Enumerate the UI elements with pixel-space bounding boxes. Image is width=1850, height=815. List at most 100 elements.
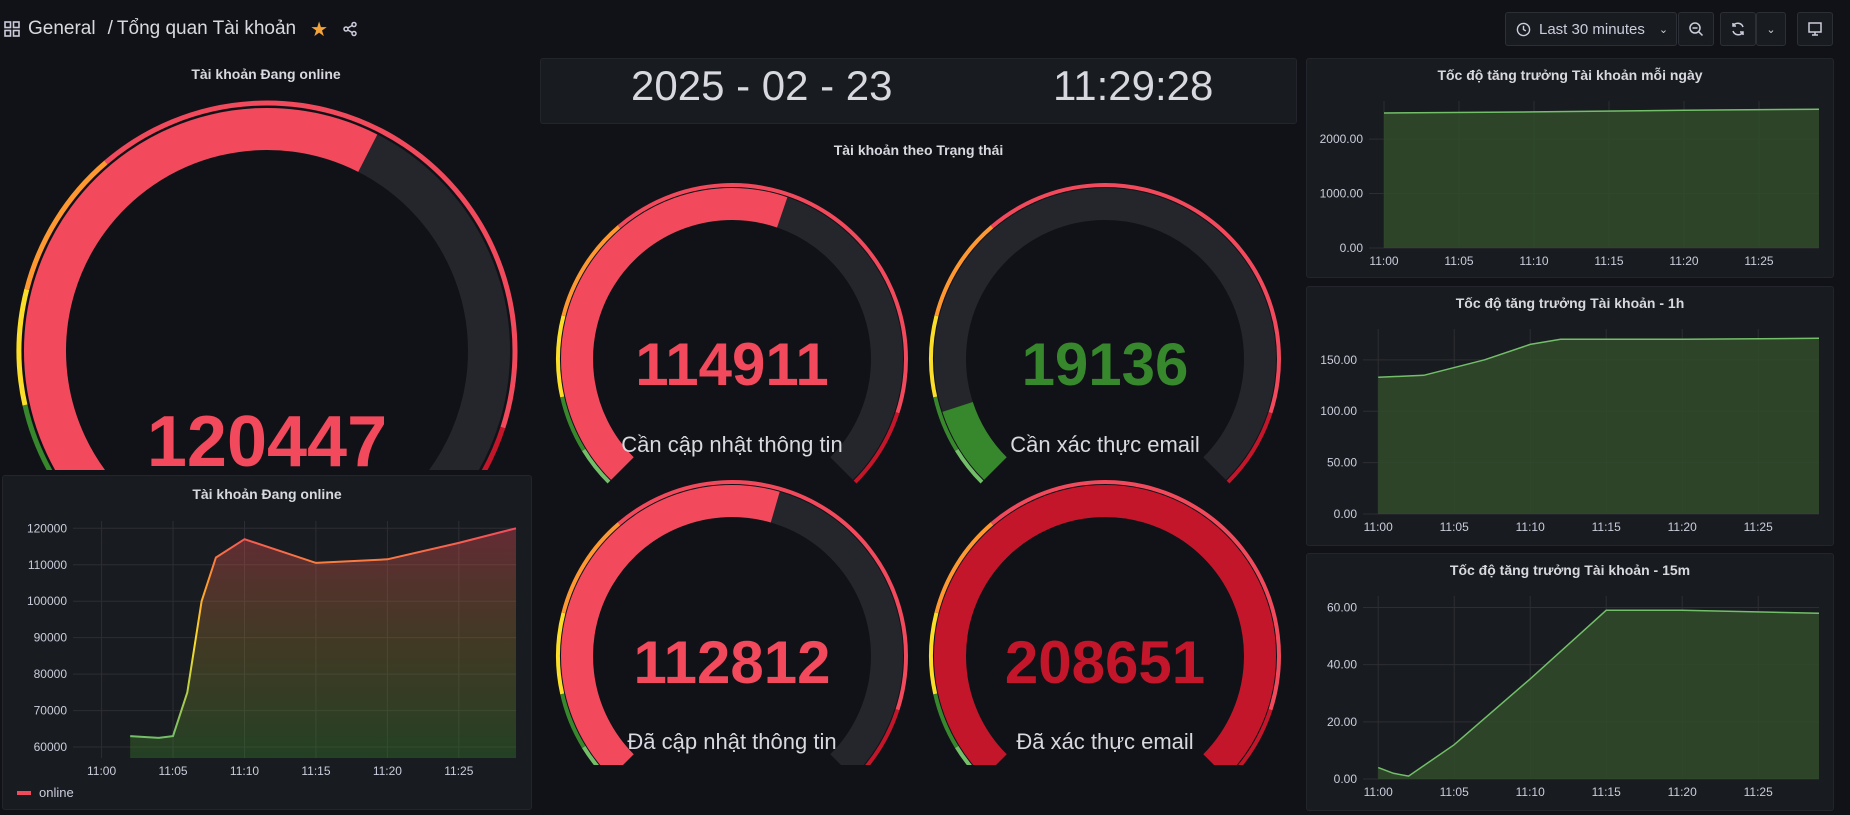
y-tick-label: 0.00 (1334, 772, 1358, 786)
gauge-value-arc (942, 401, 1007, 480)
online-chart: 120000 110000 100000 90000 80000 70000 60000 11… (17, 521, 517, 800)
threshold-segment (853, 412, 900, 484)
panel-title: Tài khoản Đang online (191, 66, 341, 82)
status-gauges: 114911 Cần cập nhật thông tin 19136 Cần … (556, 183, 1281, 765)
gauge-value: 120447 (147, 402, 387, 470)
zoom-out-button[interactable] (1678, 12, 1714, 46)
y-tick-label: 1000.00 (1320, 187, 1364, 201)
y-tick-label: 120000 (27, 521, 67, 535)
refresh-button[interactable] (1720, 12, 1756, 46)
series-line (1383, 108, 1820, 114)
threshold-segment (617, 183, 908, 414)
threshold-segment (581, 745, 600, 765)
threshold-segment (581, 448, 611, 484)
breadcrumb-separator: / (107, 18, 113, 39)
gauge-value-arc (561, 485, 780, 765)
threshold-segment (929, 612, 939, 695)
chevron-down-icon: ⌄ (1658, 23, 1669, 36)
hourly-growth-chart: 150.00 100.00 50.00 0.00 11:00 11:05 11:10 11:1… (1320, 329, 1820, 534)
zoom-out-icon (1689, 22, 1704, 37)
y-tick-label: 50.00 (1327, 456, 1357, 470)
gauge-email-verified: 208651 Đã xác thực email (929, 480, 1281, 765)
threshold-arc (556, 183, 908, 484)
series-area (1378, 610, 1819, 779)
breadcrumb: General / Tổng quan Tài khoản ★ (4, 14, 358, 44)
threshold-segment (934, 522, 994, 614)
x-tick-label: 11:25 (444, 764, 473, 778)
share-icon[interactable] (342, 21, 358, 37)
y-tick-label: 110000 (28, 558, 67, 572)
threshold-segment (990, 480, 1281, 711)
legend-label[interactable]: online (39, 785, 74, 800)
x-tick-label: 11:25 (1744, 785, 1773, 799)
x-tick-label: 11:10 (1519, 254, 1548, 268)
series-line (130, 527, 517, 739)
threshold-segment (24, 160, 108, 290)
clock-icon (1516, 22, 1531, 36)
status-panel: Tài khoản theo Trạng thái 114911 Cần cập… (540, 130, 1297, 765)
gauge-value-arc (561, 188, 788, 480)
threshold-segment (16, 288, 30, 406)
threshold-segment (929, 315, 939, 398)
axis-ticks: 60.00 40.00 20.00 0.00 11:00 11:05 11:10 11:15 1… (1327, 600, 1773, 799)
x-tick-label: 11:00 (1364, 520, 1393, 534)
threshold-segment (954, 448, 984, 484)
online-chart-panel: Tài khoản Đang online 120000 110000 100000… (2, 475, 532, 810)
gauge-label: Đã xác thực email (1016, 729, 1193, 754)
apps-grid-icon[interactable] (4, 21, 20, 37)
y-tick-label: 80000 (34, 667, 68, 681)
x-tick-label: 11:10 (230, 764, 259, 778)
x-tick-label: 11:20 (373, 764, 402, 778)
gauge-value: 114911 (635, 331, 829, 398)
x-tick-label: 11:20 (1668, 520, 1697, 534)
x-tick-label: 11:10 (1516, 785, 1545, 799)
star-icon[interactable]: ★ (310, 18, 329, 41)
axis-ticks: 150.00 100.00 50.00 0.00 11:00 11:05 11:10 11:1… (1320, 353, 1773, 534)
gauge-needs-email-verify: 19136 Cần xác thực email (929, 183, 1281, 484)
gauge-value-arc (934, 485, 1276, 765)
x-tick-label: 11:25 (1744, 520, 1773, 534)
top-bar: General / Tổng quan Tài khoản ★ Last 30 … (0, 0, 1850, 60)
threshold-segment (864, 709, 900, 765)
gauge-label: Cần xác thực email (1010, 432, 1200, 457)
time-range-label: Last 30 minutes (1539, 20, 1645, 38)
x-tick-label: 11:20 (1668, 785, 1697, 799)
date-text: 2025 - 02 - 23 (631, 62, 893, 109)
y-tick-label: 60000 (34, 740, 68, 754)
gauge-value: 112812 (634, 629, 831, 696)
series-area (1384, 109, 1819, 248)
panel-title: Tốc độ tăng trưởng Tài khoản mỗi ngày (1437, 67, 1703, 83)
y-tick-label: 100.00 (1320, 404, 1357, 418)
y-tick-label: 60.00 (1327, 600, 1357, 614)
tv-mode-button[interactable] (1797, 12, 1833, 46)
monitor-icon (1808, 22, 1822, 36)
x-tick-label: 11:05 (1444, 254, 1473, 268)
dashboard-title[interactable]: Tổng quan Tài khoản (116, 18, 297, 39)
quarter-growth-panel: Tốc độ tăng trưởng Tài khoản - 15m 60.00… (1306, 553, 1834, 811)
legend-swatch (17, 791, 31, 795)
x-tick-label: 11:05 (1440, 520, 1469, 534)
time-range-picker[interactable]: Last 30 minutes ⌄ (1505, 12, 1677, 46)
panel-title: Tài khoản theo Trạng thái (833, 142, 1004, 158)
x-tick-label: 11:00 (87, 764, 116, 778)
x-tick-label: 11:00 (1364, 785, 1393, 799)
series-area (130, 528, 516, 758)
threshold-arc (929, 183, 1281, 484)
chevron-down-icon: ⌄ (1766, 23, 1776, 36)
gauge-value-arc (24, 108, 378, 470)
threshold-segment (560, 693, 586, 748)
threshold-segment (556, 612, 566, 695)
x-tick-label: 11:05 (1440, 785, 1469, 799)
threshold-segment (934, 225, 994, 317)
time-text: 11:29:28 (1053, 62, 1214, 109)
gauge-value: 208651 (1005, 629, 1205, 696)
x-tick-label: 11:10 (1516, 520, 1545, 534)
gauge-needs-update: 114911 Cần cập nhật thông tin (556, 183, 908, 484)
threshold-segment (556, 315, 566, 398)
online-gauge: 120447 (16, 100, 518, 470)
breadcrumb-folder[interactable]: General (28, 18, 96, 39)
y-tick-label: 0.00 (1334, 507, 1358, 521)
y-tick-label: 2000.00 (1320, 132, 1364, 146)
refresh-interval-dropdown[interactable]: ⌄ (1756, 12, 1786, 46)
online-gauge-panel: Tài khoản Đang online 120447 (2, 58, 530, 470)
